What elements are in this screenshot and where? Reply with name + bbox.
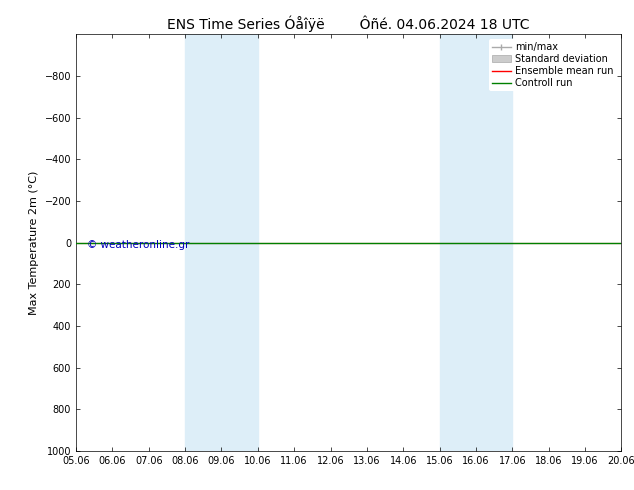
Title: ENS Time Series Óåîÿë        Ôñé. 04.06.2024 18 UTC: ENS Time Series Óåîÿë Ôñé. 04.06.2024 18… — [167, 15, 530, 32]
Legend: min/max, Standard deviation, Ensemble mean run, Controll run: min/max, Standard deviation, Ensemble me… — [489, 39, 616, 91]
Y-axis label: Max Temperature 2m (°C): Max Temperature 2m (°C) — [29, 171, 39, 315]
Text: © weatheronline.gr: © weatheronline.gr — [87, 241, 190, 250]
Bar — [185, 34, 258, 451]
Bar — [439, 34, 512, 451]
